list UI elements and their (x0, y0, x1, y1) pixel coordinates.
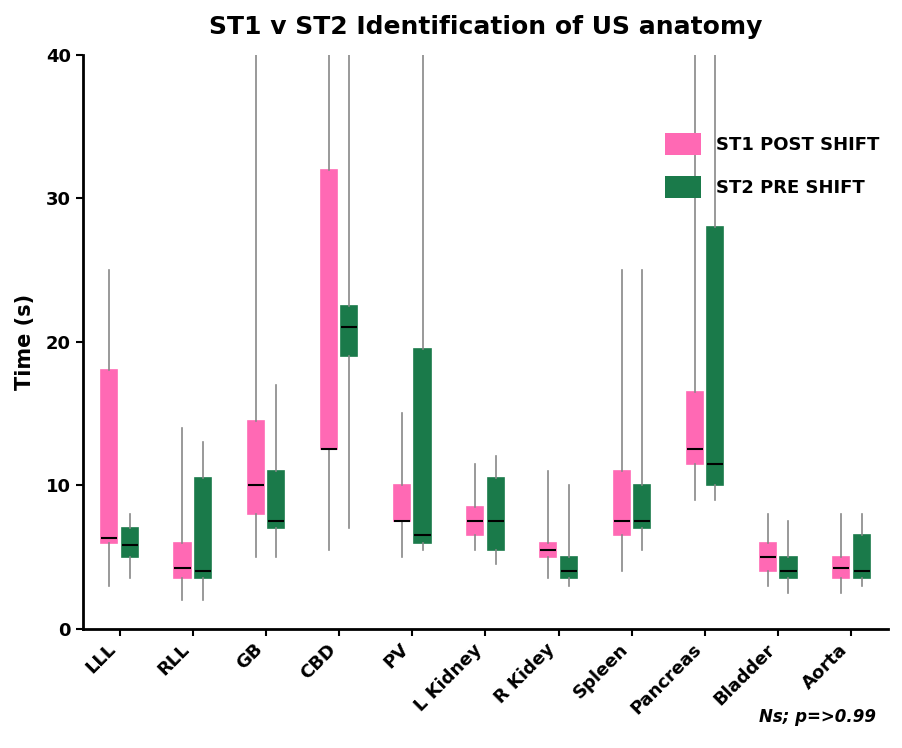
PathPatch shape (393, 485, 410, 521)
PathPatch shape (174, 542, 190, 578)
PathPatch shape (833, 557, 848, 578)
PathPatch shape (195, 478, 211, 578)
Y-axis label: Time (s): Time (s) (15, 294, 35, 390)
PathPatch shape (320, 170, 336, 450)
PathPatch shape (706, 227, 723, 485)
PathPatch shape (539, 542, 556, 557)
PathPatch shape (101, 370, 117, 542)
PathPatch shape (341, 306, 357, 356)
PathPatch shape (487, 478, 503, 550)
PathPatch shape (268, 470, 284, 528)
Text: Ns; p=>0.99: Ns; p=>0.99 (758, 708, 875, 726)
PathPatch shape (612, 470, 629, 536)
Title: ST1 v ST2 Identification of US anatomy: ST1 v ST2 Identification of US anatomy (208, 15, 761, 39)
PathPatch shape (466, 506, 483, 536)
PathPatch shape (852, 536, 869, 578)
PathPatch shape (414, 349, 430, 542)
PathPatch shape (247, 420, 263, 514)
Legend: ST1 POST SHIFT, ST2 PRE SHIFT: ST1 POST SHIFT, ST2 PRE SHIFT (664, 132, 878, 198)
PathPatch shape (633, 485, 649, 528)
PathPatch shape (759, 542, 775, 571)
PathPatch shape (122, 528, 138, 557)
PathPatch shape (560, 557, 576, 578)
PathPatch shape (686, 392, 702, 464)
PathPatch shape (779, 557, 796, 578)
